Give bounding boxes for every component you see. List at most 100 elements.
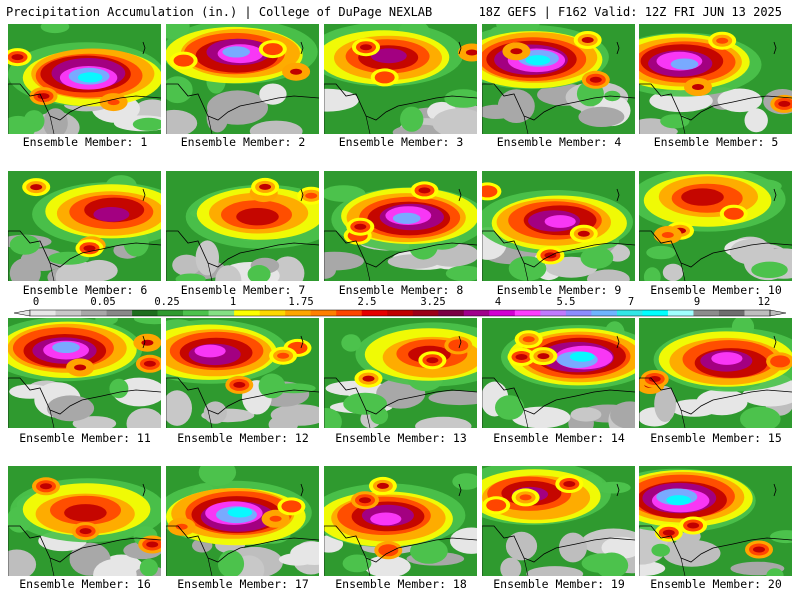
ensemble-member-caption: Ensemble Member: 8 xyxy=(338,283,464,297)
scale-arrow-right xyxy=(769,309,787,317)
precip-map xyxy=(8,171,161,281)
scale-swatch xyxy=(234,310,260,316)
precip-map xyxy=(324,466,477,576)
precip-map xyxy=(324,318,477,428)
ensemble-member-caption: Ensemble Member: 4 xyxy=(496,135,622,149)
scale-swatch xyxy=(55,310,82,316)
precip-map xyxy=(482,318,635,428)
scale-swatch xyxy=(132,310,158,316)
color-scale-bar xyxy=(13,309,787,317)
ensemble-member-map xyxy=(639,318,792,428)
scale-tick-label: 0 xyxy=(32,296,40,308)
precip-map xyxy=(482,171,635,281)
ensemble-member-caption: Ensemble Member: 3 xyxy=(338,135,464,149)
ensemble-member-map xyxy=(324,24,477,134)
ensemble-member-map xyxy=(324,171,477,281)
scale-swatch xyxy=(336,310,363,316)
ensemble-member-map xyxy=(8,171,161,281)
precip-map xyxy=(639,24,792,134)
ensemble-member-map xyxy=(8,466,161,576)
scale-tick-label: 1.75 xyxy=(288,296,314,308)
ensemble-member-map xyxy=(166,24,319,134)
ensemble-member-map xyxy=(166,318,319,428)
scale-tick-label: 2.5 xyxy=(357,296,377,308)
ensemble-member-map xyxy=(8,318,161,428)
ensemble-member-map xyxy=(482,171,635,281)
precip-map xyxy=(639,318,792,428)
ensemble-member-caption: Ensemble Member: 20 xyxy=(650,577,782,591)
precip-map xyxy=(324,171,477,281)
ensemble-member-caption: Ensemble Member: 13 xyxy=(335,431,467,445)
scale-tick-label: 12 xyxy=(757,296,771,308)
precip-map xyxy=(482,24,635,134)
ensemble-member-caption: Ensemble Member: 12 xyxy=(177,431,309,445)
scale-swatch xyxy=(208,310,235,316)
ensemble-member-caption: Ensemble Member: 9 xyxy=(496,283,622,297)
scale-swatch xyxy=(667,310,694,316)
scale-swatch xyxy=(540,310,567,316)
ensemble-member-map xyxy=(166,466,319,576)
ensemble-member-map xyxy=(166,171,319,281)
scale-tick-label: 9 xyxy=(693,296,701,308)
scale-swatch xyxy=(361,310,388,316)
ensemble-member-caption: Ensemble Member: 1 xyxy=(22,135,148,149)
ensemble-member-caption: Ensemble Member: 7 xyxy=(180,283,306,297)
ensemble-member-caption: Ensemble Member: 16 xyxy=(19,577,151,591)
ensemble-member-map xyxy=(482,318,635,428)
precip-map xyxy=(166,466,319,576)
precip-map xyxy=(8,24,161,134)
scale-swatch xyxy=(106,310,133,316)
header-title: Precipitation Accumulation (in.) | Colle… xyxy=(6,5,433,19)
ensemble-member-caption: Ensemble Member: 10 xyxy=(650,283,782,297)
scale-swatch xyxy=(81,310,107,316)
ensemble-member-caption: Ensemble Member: 15 xyxy=(650,431,782,445)
ensemble-member-map xyxy=(639,24,792,134)
scale-tick-label: 0.05 xyxy=(90,296,116,308)
ensemble-member-caption: Ensemble Member: 18 xyxy=(335,577,467,591)
ensemble-member-map xyxy=(8,24,161,134)
ensemble-member-caption: Ensemble Member: 6 xyxy=(22,283,148,297)
precip-map xyxy=(639,171,792,281)
scale-tick-label: 1 xyxy=(229,296,237,308)
scale-swatch xyxy=(387,310,414,316)
scale-arrow-left xyxy=(13,309,31,317)
scale-swatch xyxy=(438,310,465,316)
scale-swatch xyxy=(718,310,745,316)
precip-map xyxy=(166,24,319,134)
ensemble-member-caption: Ensemble Member: 11 xyxy=(19,431,151,445)
scale-swatch xyxy=(642,310,669,316)
scale-swatch xyxy=(514,310,541,316)
scale-swatch xyxy=(259,310,286,316)
precip-map xyxy=(8,466,161,576)
scale-tick-label: 5.5 xyxy=(556,296,576,308)
precip-map xyxy=(166,318,319,428)
ensemble-member-caption: Ensemble Member: 19 xyxy=(493,577,625,591)
scale-swatch xyxy=(285,310,311,316)
scale-swatch xyxy=(30,310,56,316)
scale-tick-label: 7 xyxy=(627,296,635,308)
ensemble-member-map xyxy=(482,466,635,576)
scale-tick-label: 4 xyxy=(494,296,502,308)
scale-swatch xyxy=(591,310,618,316)
precip-map xyxy=(324,24,477,134)
scale-swatch xyxy=(616,310,643,316)
ensemble-member-caption: Ensemble Member: 14 xyxy=(493,431,625,445)
precip-map xyxy=(639,466,792,576)
scale-tick-label: 3.25 xyxy=(420,296,446,308)
header-valid-time: 18Z GEFS | F162 Valid: 12Z FRI JUN 13 20… xyxy=(478,5,782,19)
ensemble-member-map xyxy=(324,466,477,576)
scale-swatch xyxy=(693,310,720,316)
ensemble-member-map xyxy=(482,24,635,134)
scale-swatch xyxy=(157,310,184,316)
scale-swatch xyxy=(744,310,771,316)
scale-tick-label: 0.25 xyxy=(154,296,180,308)
ensemble-member-map xyxy=(324,318,477,428)
ensemble-member-caption: Ensemble Member: 17 xyxy=(177,577,309,591)
scale-swatch xyxy=(489,310,516,316)
ensemble-member-map xyxy=(639,466,792,576)
ensemble-member-caption: Ensemble Member: 2 xyxy=(180,135,306,149)
scale-swatch xyxy=(463,310,490,316)
precip-map xyxy=(482,466,635,576)
scale-swatch xyxy=(183,310,209,316)
scale-swatch xyxy=(412,310,439,316)
